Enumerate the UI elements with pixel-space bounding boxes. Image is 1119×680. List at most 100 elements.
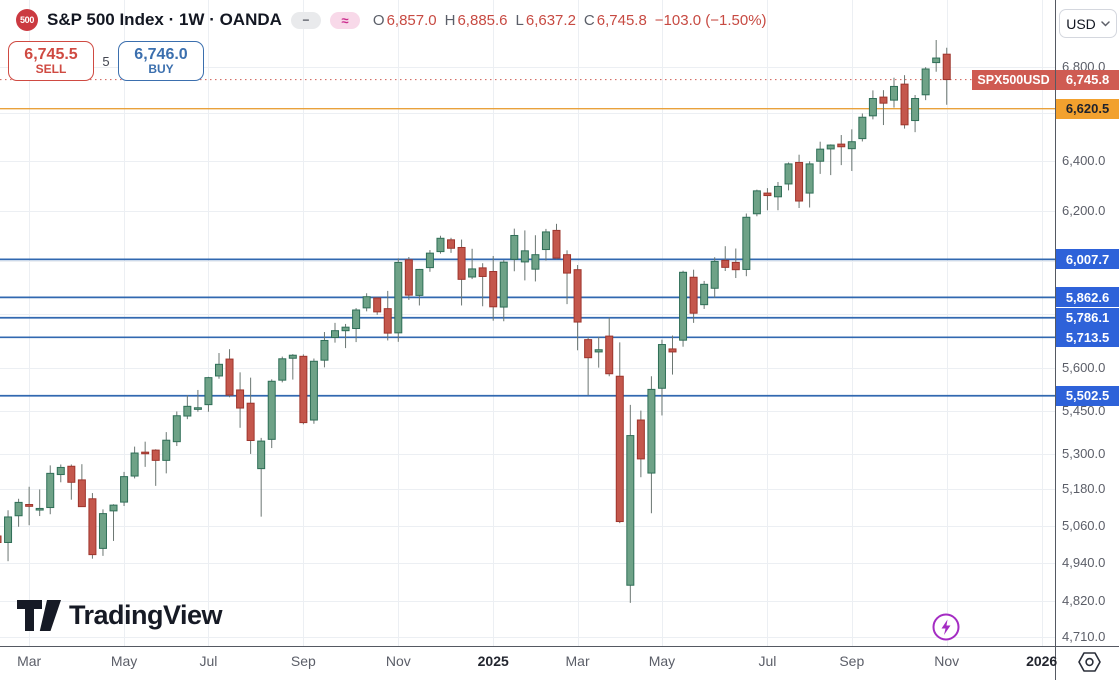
flash-button[interactable]: [931, 612, 961, 647]
flash-icon: [932, 613, 960, 641]
change-value: −103.0 (−1.50%): [654, 11, 767, 29]
open-value: 6,857.0: [386, 11, 437, 29]
time-axis-tick: Jul: [199, 653, 218, 669]
candle: [236, 372, 245, 428]
candle: [911, 95, 920, 133]
candle: [457, 239, 466, 306]
price-axis-tick: 5,300.0: [1062, 445, 1106, 461]
candle: [541, 228, 550, 261]
symbol-title[interactable]: S&P 500 Index · 1W · OANDA: [47, 10, 282, 29]
buy-button[interactable]: 6,746.0 BUY: [118, 41, 204, 81]
candle: [889, 77, 898, 108]
ohlc-values: O 6,857.0 H 6,885.6 L 6,637.2 C 6,745.8 −103…: [373, 12, 767, 29]
candle: [531, 235, 540, 282]
candle: [341, 323, 350, 349]
time-axis-tick: 2026: [1026, 653, 1058, 669]
time-axis[interactable]: [0, 646, 1055, 680]
candle: [626, 404, 635, 603]
high-value: 6,885.6: [457, 11, 508, 29]
candle: [816, 141, 825, 174]
candle: [404, 257, 413, 300]
price-axis-tick: 5,450.0: [1062, 402, 1106, 418]
close-value: 6,745.8: [596, 11, 647, 29]
sell-price: 6,745.5: [24, 45, 78, 63]
axis-settings-button[interactable]: [1076, 651, 1103, 678]
level-price-badge[interactable]: 5,713.5: [1056, 327, 1119, 348]
candle: [900, 75, 909, 129]
grid: [0, 0, 1055, 646]
candle: [246, 377, 255, 454]
candle: [795, 154, 804, 209]
currency-label: USD: [1066, 15, 1096, 32]
candle: [320, 332, 329, 368]
candle: [288, 354, 297, 380]
low-value: 6,637.2: [525, 11, 576, 29]
candle: [510, 228, 519, 272]
candle: [0, 535, 2, 543]
candle: [700, 280, 709, 309]
last-price-badge: 6,745.8: [1056, 69, 1119, 90]
candle: [120, 471, 129, 507]
tradingview-logo[interactable]: TradingView: [17, 600, 223, 631]
candle: [67, 464, 76, 500]
candle: [657, 339, 666, 416]
time-axis-tick: Mar: [565, 653, 590, 669]
open-label: O: [372, 11, 385, 29]
level-price-badge[interactable]: 5,786.1: [1056, 307, 1119, 328]
candle: [98, 509, 107, 556]
candle: [88, 493, 97, 559]
candle: [499, 260, 508, 322]
candle: [25, 486, 34, 526]
price-level-lines[interactable]: [0, 107, 1055, 397]
price-axis-tick: 5,060.0: [1062, 517, 1106, 533]
candle: [858, 113, 867, 142]
candle: [689, 269, 698, 323]
candle: [594, 336, 603, 368]
candle: [4, 510, 13, 562]
candle: [868, 90, 877, 120]
candle: [520, 230, 529, 281]
sp500-logo-icon: 500: [16, 9, 38, 31]
candle: [278, 356, 287, 383]
chart-legend: 500 S&P 500 Index · 1W · OANDA − ≈ O 6,85…: [16, 9, 767, 31]
candle: [932, 40, 941, 72]
level-price-badge[interactable]: 6,007.7: [1056, 249, 1119, 270]
candle: [731, 248, 740, 279]
candle: [299, 354, 308, 425]
market-status-dash-icon[interactable]: −: [290, 11, 321, 29]
close-label: C: [583, 11, 595, 29]
candle: [183, 395, 192, 420]
candle: [56, 464, 65, 483]
sell-label: SELL: [35, 62, 67, 77]
candle: [447, 237, 456, 253]
price-axis-tick: 6,400.0: [1062, 153, 1106, 169]
level-price-badge[interactable]: 5,502.5: [1056, 385, 1119, 406]
candle: [584, 336, 593, 396]
price-axis-tick: 5,600.0: [1062, 360, 1106, 376]
candle: [436, 235, 445, 254]
candle: [679, 270, 688, 347]
level-price-badge[interactable]: 5,862.6: [1056, 287, 1119, 308]
candle: [921, 67, 930, 101]
buy-label: BUY: [148, 62, 174, 77]
level-price-badge[interactable]: 6,620.5: [1056, 98, 1119, 119]
time-axis-tick: Nov: [385, 653, 411, 669]
candle: [573, 265, 582, 351]
candle: [636, 410, 645, 478]
time-axis-tick: Mar: [17, 653, 42, 669]
candle: [805, 161, 814, 208]
candle: [394, 258, 403, 342]
candle: [331, 322, 340, 343]
candle: [204, 376, 213, 412]
candle: [46, 465, 55, 515]
sell-button[interactable]: 6,745.5 SELL: [8, 41, 94, 81]
currency-selector[interactable]: USD: [1059, 9, 1117, 38]
tradingview-wordmark: TradingView: [69, 600, 223, 630]
time-axis-tick: Jul: [758, 653, 777, 669]
time-axis-tick: 2025: [477, 653, 509, 669]
candle: [362, 293, 371, 312]
synthetic-data-icon[interactable]: ≈: [329, 11, 360, 29]
time-axis-tick: Nov: [934, 653, 960, 669]
candle: [773, 181, 782, 211]
